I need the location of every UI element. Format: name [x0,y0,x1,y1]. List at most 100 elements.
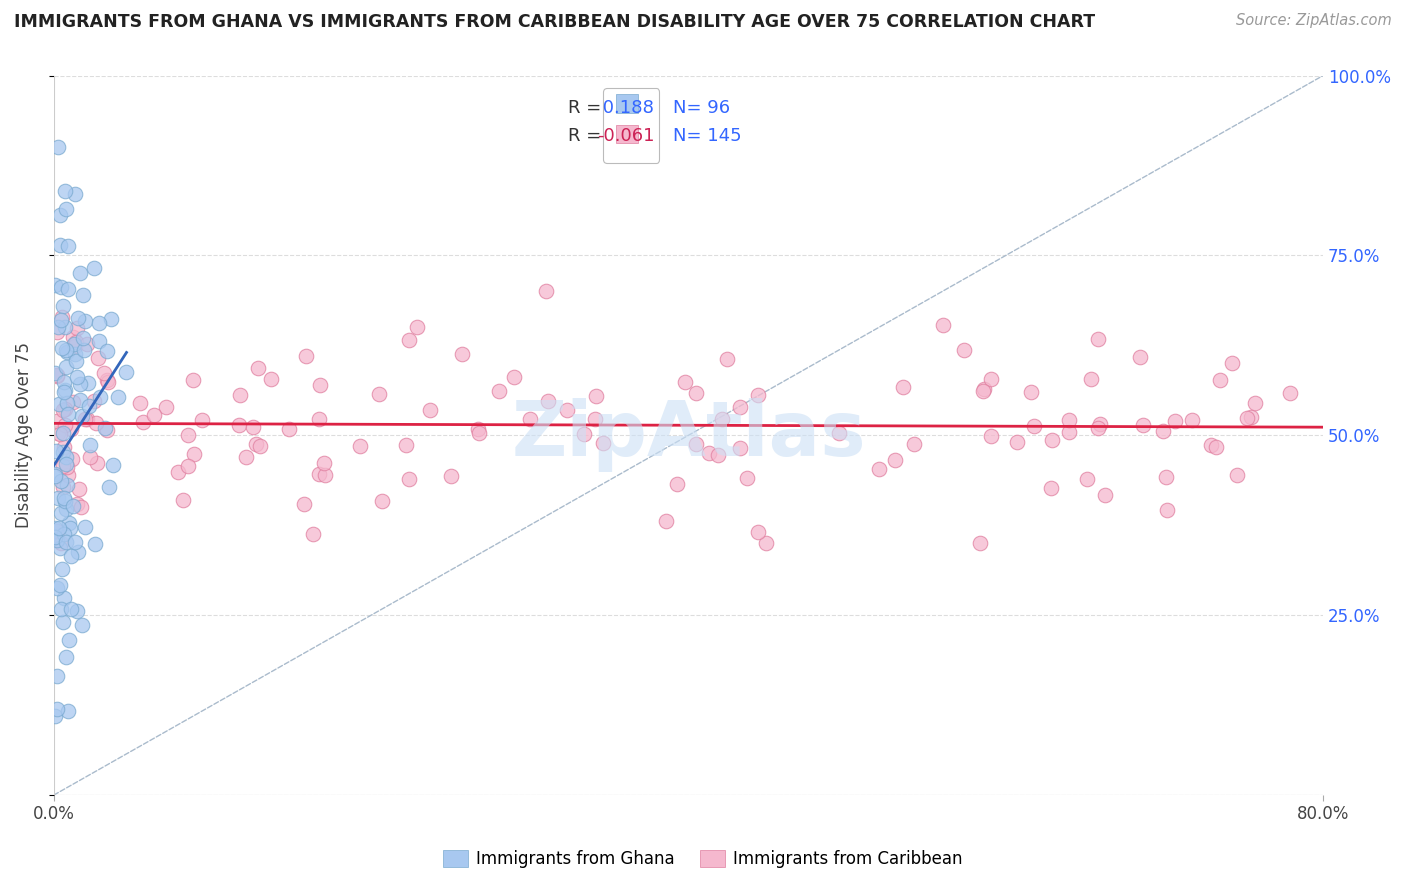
Point [969,536,991,550]
Point [519,412,541,426]
Point [868,461,890,475]
Point [972,384,994,398]
Point [716,352,738,367]
Point [49,578,72,592]
Point [55,396,77,410]
Point [1201,438,1223,452]
Point [1087,332,1109,346]
Point [128,396,150,410]
Point [53,418,76,433]
Point [56,282,79,296]
Point [229,388,252,402]
Point [94,421,117,435]
Point [685,437,707,451]
Point [395,438,418,452]
Point [49,474,72,488]
Point [55,360,77,375]
Point [1094,488,1116,502]
Point [398,472,420,486]
Point [1226,467,1249,482]
Point [48,521,70,535]
Point [44,366,66,380]
Point [66,311,89,326]
Point [685,385,707,400]
Point [1156,503,1178,517]
Point [86,456,108,470]
Point [44,709,66,723]
Point [49,602,72,616]
Point [235,450,257,464]
Point [67,482,90,496]
Point [49,312,72,326]
Point [45,702,67,716]
Point [65,354,87,368]
Point [673,375,696,389]
Point [56,344,79,359]
Point [66,321,89,335]
Point [259,372,281,386]
Point [655,514,678,528]
Point [73,343,96,357]
Point [247,361,270,376]
Point [53,320,76,334]
Point [69,393,91,408]
Point [83,261,105,276]
Point [585,389,607,403]
Point [183,446,205,460]
Point [1243,395,1265,409]
Point [249,439,271,453]
Point [1040,433,1063,447]
Text: ZipAtlas: ZipAtlas [512,399,866,472]
Point [1080,372,1102,386]
Point [65,369,87,384]
Text: N= 96: N= 96 [673,99,730,117]
Point [371,494,394,508]
Point [1087,421,1109,435]
Point [51,562,73,576]
Point [728,400,751,414]
Point [44,277,66,292]
Point [70,409,93,424]
Point [55,450,77,464]
Point [63,339,86,353]
Point [450,347,472,361]
Point [46,425,69,440]
Point [1279,385,1302,400]
Point [101,458,124,473]
Point [46,369,69,384]
Point [115,365,138,379]
Point [1209,373,1232,387]
Point [44,521,66,535]
Point [747,387,769,401]
Point [70,618,93,632]
Point [58,516,80,530]
Point [56,705,79,719]
Point [75,412,97,426]
Point [710,412,733,426]
Point [72,287,94,301]
Point [65,535,87,549]
Point [53,526,76,541]
Point [49,427,72,442]
Point [314,456,336,470]
Point [51,310,73,324]
Point [735,470,758,484]
Point [52,440,75,454]
Point [46,368,69,382]
Point [96,343,118,358]
Point [537,394,560,409]
Point [440,468,463,483]
Point [46,319,69,334]
Point [79,450,101,464]
Point [73,314,96,328]
Point [172,493,194,508]
Point [49,541,72,555]
Point [46,491,69,506]
Point [155,401,177,415]
Point [52,480,75,494]
Point [245,437,267,451]
Point [48,140,70,154]
Point [51,341,73,355]
Y-axis label: Disability Age Over 75: Disability Age Over 75 [15,343,32,528]
Point [69,266,91,280]
